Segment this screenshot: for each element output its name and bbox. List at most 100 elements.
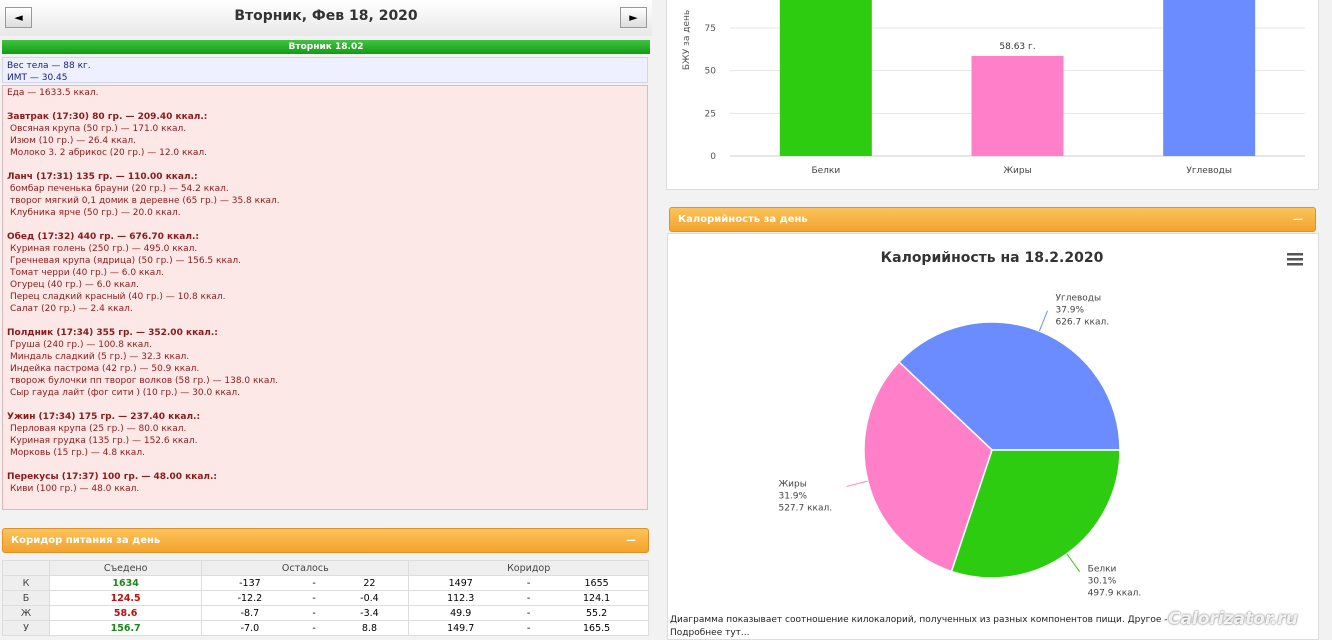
meal-item: Морковь (15 гр.) — 4.8 ккал. [10, 448, 145, 458]
day-bar: Вторник 18.02 [2, 40, 650, 54]
dash: - [297, 590, 331, 606]
y-tick-label: 25 [705, 109, 716, 119]
meal-item: Овсяная крупа (50 гр.) — 171.0 ккал. [10, 124, 187, 134]
menu-icon [1287, 258, 1303, 261]
cell: -8.7 [201, 605, 298, 621]
meal-item: Индейка пастрома (42 гр.) — 50.9 ккал. [10, 364, 200, 374]
meal-title: Ланч (17:31) 135 гр. — 110.00 ккал.: [7, 172, 198, 182]
meal-item: Груша (240 гр.) — 100.8 ккал. [10, 340, 152, 350]
pie-label: Белки [1088, 565, 1117, 575]
bar [779, 0, 872, 156]
bmi: ИМТ — 30.45 [7, 73, 68, 83]
row-label: У [2, 620, 50, 636]
y-tick-label: 75 [705, 24, 716, 34]
cell: -7.0 [201, 620, 298, 636]
meal-item: бомбар печенька брауни (20 гр.) — 54.2 к… [10, 184, 229, 194]
dash: - [297, 575, 331, 591]
connector [1038, 310, 1048, 332]
table-row: Б 124.5 -12.2- -0.4 112.3-124.1 [2, 590, 650, 606]
table-row: У 156.7 -7.0-8.8 149.7-165.5 [2, 620, 650, 636]
body-box: Вес тела — 88 кг. ИМТ — 30.45 [2, 57, 648, 83]
column-header: Осталось [201, 560, 410, 576]
table-row: К 1634 -137-22 1497-1655 [2, 575, 650, 591]
meal-title: Перекусы (17:37) 100 гр. — 48.00 ккал.: [7, 472, 218, 482]
pie-label: 30.1% [1088, 577, 1117, 587]
corridor-table: Съедено Осталось Коридор К 1634 -137-22 1497-1… [2, 560, 650, 636]
dash: - [512, 605, 546, 621]
collapse[interactable]: — [626, 535, 636, 546]
meal-item: Клубника ярче (50 гр.) — 20.0 ккал. [10, 208, 181, 218]
cell: 49.9 [408, 605, 513, 621]
row-label: Б [2, 590, 50, 606]
connector [846, 480, 868, 487]
cell: 149.7 [408, 620, 513, 636]
cell: -137 [201, 575, 298, 591]
corridor-header[interactable]: Коридор питания за день — [2, 528, 649, 553]
header-row: Съедено Осталось Коридор [2, 560, 649, 576]
meal-item: Куриная грудка (135 гр.) — 152.6 ккал. [10, 436, 198, 446]
log-total: Еда — 1633.5 ккал. [7, 88, 99, 98]
x-tick-label: Жиры [1003, 166, 1031, 176]
x-tick-label: Белки [811, 166, 840, 176]
dash: - [297, 605, 331, 621]
cell: -0.4 [330, 590, 410, 606]
cell: 112.3 [408, 590, 513, 606]
pie-header[interactable]: Калорийность за день — [669, 207, 1316, 232]
bar [1163, 0, 1256, 156]
row-label: Ж [2, 605, 50, 621]
eaten: 58.6 [48, 605, 203, 621]
weight: Вес тела — 88 кг. [7, 61, 91, 71]
meal-item: Изюм (10 гр.) — 26.4 ккал. [10, 136, 137, 146]
cell: -12.2 [201, 590, 298, 606]
more-link[interactable]: Подробнее тут... [670, 628, 750, 638]
pie-slice [897, 321, 1121, 451]
cell: -3.4 [330, 605, 410, 621]
column-header: Коридор [408, 560, 649, 576]
meal-item: Огурец (40 гр.) — 6.0 ккал. [10, 280, 139, 290]
bar [971, 55, 1064, 156]
dash: - [512, 620, 546, 636]
meal-item: Томат черри (40 гр.) — 6.0 ккал. [10, 268, 164, 278]
meal-item: Киви (100 гр.) — 48.0 ккал. [10, 484, 140, 494]
meal-item: Перец сладкий красный (40 гр.) — 10.8 кк… [10, 292, 226, 302]
cell: 1497 [408, 575, 513, 591]
footer: Диаграмма показывает соотношение килокал… [670, 614, 1170, 640]
pie-label: 527.7 ккал. [778, 503, 832, 513]
charts: 0255075100125150175БЖУ за деньБелкиЖиры5… [682, 0, 1305, 599]
meal-title: Ужин (17:34) 175 гр. — 237.40 ккал.: [7, 412, 201, 422]
meal-item: Миндаль сладкий (5 гр.) — 32.3 ккал. [10, 352, 190, 362]
pie-label: 497.9 ккал. [1088, 589, 1142, 599]
meal-item: творож булочки пп творог волков (58 гр.)… [10, 376, 278, 386]
meal-item: Куриная голень (250 гр.) — 495.0 ккал. [10, 244, 198, 254]
prev-button[interactable]: ◄ [5, 7, 32, 28]
meal-title: Обед (17:32) 440 гр. — 676.70 ккал.: [7, 232, 199, 242]
meal-item: Салат (20 гр.) — 2.4 ккал. [10, 304, 133, 314]
dash: - [512, 590, 546, 606]
y-tick-label: 50 [705, 67, 717, 77]
y-axis-label: БЖУ за день [682, 10, 692, 70]
dash: - [512, 575, 546, 591]
eaten: 1634 [48, 575, 203, 591]
column-header: Съедено [48, 560, 203, 576]
watermark: Calorizator.ru [1168, 609, 1298, 629]
pie-label: 31.9% [778, 491, 807, 501]
next-button[interactable]: ► [620, 7, 647, 28]
food-log: Еда — 1633.5 ккал. Завтрак (17:30) 80 гр… [2, 85, 648, 510]
meal-item: Сыр гауда лайт (фог сити ) (10 гр.) — 30… [10, 388, 241, 398]
corridor-table-wrap: Съедено Осталось Коридор К 1634 -137-22 1497-1… [2, 560, 650, 636]
connector [1066, 553, 1081, 573]
meal-title: Полдник (17:34) 355 гр. — 352.00 ккал.: [7, 328, 218, 338]
corner [2, 560, 50, 576]
cell: 55.2 [545, 605, 650, 621]
meal-item: Перловая крупа (25 гр.) — 80.0 ккал. [10, 424, 187, 434]
collapse[interactable]: — [1293, 214, 1303, 225]
nav: ◄ Вторник, Фев 18, 2020 ► [0, 0, 652, 36]
corridor-title: Коридор питания за день [11, 535, 161, 546]
meal-title: Завтрак (17:30) 80 гр. — 209.40 ккал.: [7, 112, 208, 122]
y-tick-label: 0 [710, 152, 716, 162]
data-label: 58.63 г. [999, 42, 1035, 52]
dash: - [297, 620, 331, 636]
menu-icon [1287, 253, 1303, 256]
row-label: К [2, 575, 50, 591]
